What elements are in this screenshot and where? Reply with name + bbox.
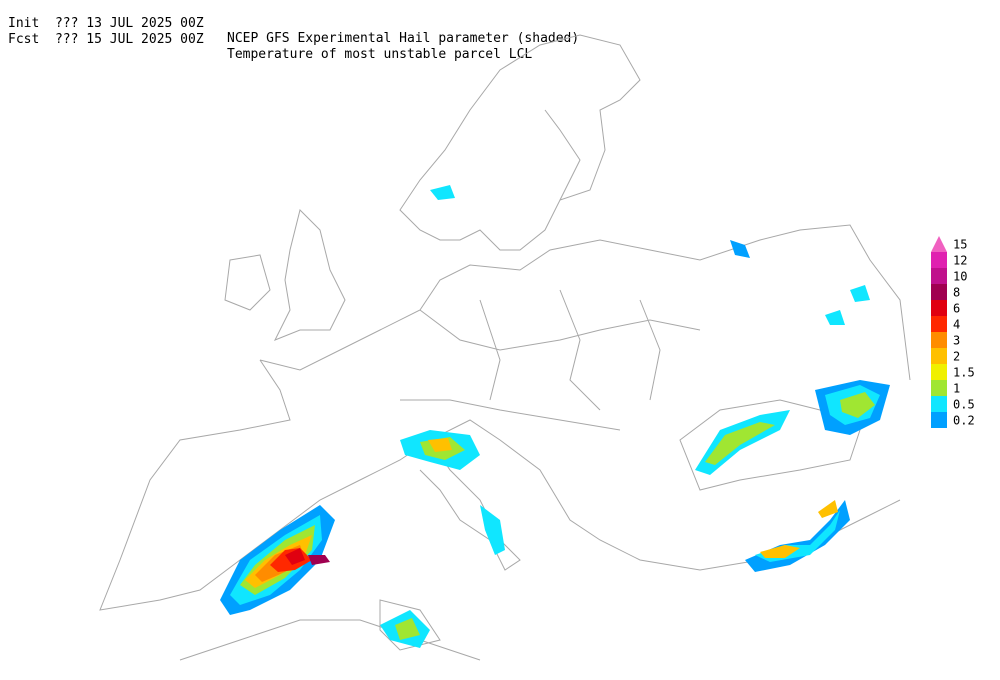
legend-swatch xyxy=(931,316,947,332)
legend-label: 4 xyxy=(953,318,960,332)
legend: 15 12 10 8 6 4 3 2 1.5 1 0.5 0.2 xyxy=(931,236,975,428)
legend-label: 1 xyxy=(953,382,960,396)
legend-swatch xyxy=(931,252,947,268)
legend-swatch xyxy=(931,348,947,364)
legend-label: 0.2 xyxy=(953,414,975,428)
legend-label: 2 xyxy=(953,350,960,364)
coastlines xyxy=(99,34,911,661)
legend-swatch xyxy=(931,364,947,380)
legend-arrow xyxy=(931,236,947,252)
subtitle-text: Temperature of most unstable parcel LCL xyxy=(227,47,533,62)
hail-shading xyxy=(220,185,890,648)
legend-swatch xyxy=(931,332,947,348)
init-text: Init ??? 13 JUL 2025 00Z xyxy=(8,16,204,31)
legend-swatch xyxy=(931,284,947,300)
legend-swatch xyxy=(931,396,947,412)
legend-label: 10 xyxy=(953,270,967,284)
title-text: NCEP GFS Experimental Hail parameter (sh… xyxy=(227,31,580,46)
legend-label: 3 xyxy=(953,334,960,348)
legend-swatch xyxy=(931,268,947,284)
legend-label: 12 xyxy=(953,254,967,268)
legend-label: 8 xyxy=(953,286,960,300)
fcst-text: Fcst ??? 15 JUL 2025 00Z xyxy=(8,32,204,47)
legend-label: 1.5 xyxy=(953,366,975,380)
legend-label: 15 xyxy=(953,238,967,252)
legend-swatch xyxy=(931,380,947,396)
header-line: Init ??? 13 JUL 2025 00Z NCEP GFS Experi… xyxy=(8,1,579,61)
header-line: Fcst ??? 15 JUL 2025 00Z Temperature of … xyxy=(8,17,532,77)
legend-label: 6 xyxy=(953,302,960,316)
legend-label: 0.5 xyxy=(953,398,975,412)
legend-swatch xyxy=(931,412,947,428)
legend-swatch xyxy=(931,300,947,316)
